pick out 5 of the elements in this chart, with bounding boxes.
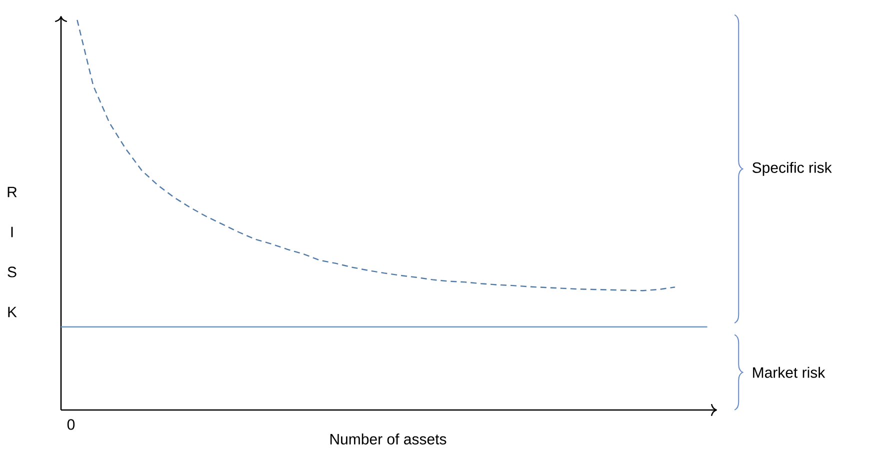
x-axis-title: Number of assets <box>330 433 446 444</box>
text: R I S K <box>8 186 17 318</box>
text: 0 <box>67 419 75 430</box>
text: Specific risk <box>752 162 832 176</box>
text: Market risk <box>753 366 826 378</box>
